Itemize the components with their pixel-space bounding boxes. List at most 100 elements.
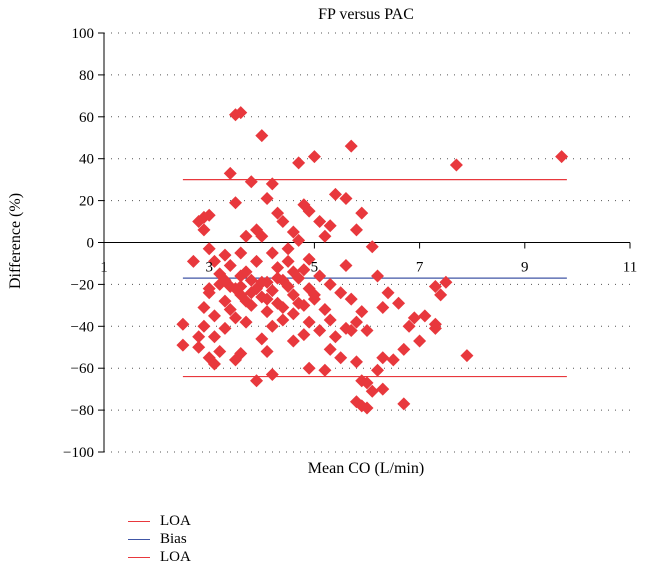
data-point <box>323 277 337 291</box>
data-point <box>218 294 232 308</box>
legend-label: Bias <box>160 530 187 547</box>
data-point <box>376 382 390 396</box>
data-point <box>192 340 206 354</box>
data-point <box>292 156 306 170</box>
data-point <box>218 321 232 335</box>
y-tick-label: 100 <box>72 26 95 42</box>
data-point <box>349 355 363 369</box>
data-point <box>286 307 300 321</box>
x-tick-labels: 1 3 5 7 9 11 <box>100 260 637 276</box>
data-point <box>234 246 248 260</box>
data-point <box>360 401 374 415</box>
data-point <box>360 376 374 390</box>
data-point <box>307 292 321 306</box>
y-tick-label: −40 <box>71 319 94 335</box>
data-point <box>318 363 332 377</box>
data-point <box>376 300 390 314</box>
data-point <box>355 305 369 319</box>
legend: LOA Bias LOA <box>128 512 191 566</box>
data-point <box>449 158 463 172</box>
data-point <box>344 292 358 306</box>
data-point <box>323 313 337 327</box>
data-point <box>371 269 385 283</box>
x-tick-label: 11 <box>623 260 637 276</box>
legend-item-bias: Bias <box>128 530 191 548</box>
data-point <box>328 187 342 201</box>
legend-item-loa-lower: LOA <box>128 548 191 566</box>
data-point <box>371 363 385 377</box>
data-point <box>276 313 290 327</box>
data-point <box>418 309 432 323</box>
y-tick-label: −20 <box>71 277 94 293</box>
x-tick-label: 3 <box>205 260 213 276</box>
data-point <box>255 229 269 243</box>
data-point <box>428 279 442 293</box>
data-point <box>218 248 232 262</box>
data-points <box>176 106 569 415</box>
data-point <box>218 273 232 287</box>
data-point <box>286 288 300 302</box>
data-point <box>255 275 269 289</box>
data-point <box>239 315 253 329</box>
data-point <box>339 321 353 335</box>
data-point <box>323 342 337 356</box>
y-tick-label: −80 <box>71 403 94 419</box>
data-point <box>265 246 279 260</box>
data-point <box>250 374 264 388</box>
y-tick-label: −60 <box>71 361 94 377</box>
data-point <box>313 323 327 337</box>
data-point <box>265 367 279 381</box>
data-point <box>207 309 221 323</box>
data-point <box>313 215 327 229</box>
data-point <box>223 303 237 317</box>
legend-swatch <box>128 538 150 540</box>
data-point <box>260 292 274 306</box>
data-point <box>271 261 285 275</box>
data-point <box>286 334 300 348</box>
data-point <box>197 223 211 237</box>
data-point <box>244 298 258 312</box>
data-point <box>229 353 242 367</box>
legend-item-loa-upper: LOA <box>128 512 191 530</box>
data-point <box>176 317 190 331</box>
data-point <box>244 175 258 189</box>
bland-altman-chart: FP versus PAC 100 80 60 40 20 0 −20 −40 −60 −80 −1… <box>7 6 637 477</box>
data-point <box>281 242 295 256</box>
data-point <box>334 351 348 365</box>
data-point <box>460 349 474 363</box>
data-point <box>349 315 363 329</box>
y-tick-label: 60 <box>79 110 94 126</box>
data-point <box>223 259 237 273</box>
data-point <box>271 271 285 285</box>
data-point <box>239 229 253 243</box>
data-point <box>334 286 348 300</box>
data-point <box>439 275 453 289</box>
data-point <box>292 233 306 247</box>
data-point <box>265 319 279 333</box>
data-point <box>297 328 311 342</box>
data-point <box>365 384 379 398</box>
x-tick-label: 5 <box>311 260 319 276</box>
y-axis-label: Difference (%) <box>7 193 24 289</box>
data-point <box>302 204 316 218</box>
y-tick-label: 80 <box>79 68 94 84</box>
data-point <box>265 284 279 298</box>
data-point <box>202 208 216 222</box>
data-point <box>555 150 569 164</box>
data-point <box>365 240 379 254</box>
data-point <box>281 254 295 268</box>
data-point <box>207 330 221 344</box>
data-point <box>323 219 337 233</box>
data-point <box>260 305 274 319</box>
data-point <box>434 288 448 302</box>
data-point <box>202 242 216 256</box>
y-tick-label: 40 <box>79 152 94 168</box>
data-point <box>260 192 274 206</box>
data-point <box>302 315 316 329</box>
y-tick-label: −100 <box>63 445 94 461</box>
data-point <box>229 311 242 325</box>
data-point <box>265 177 279 191</box>
data-point <box>397 397 411 411</box>
data-point <box>244 273 258 287</box>
data-point <box>244 286 258 300</box>
